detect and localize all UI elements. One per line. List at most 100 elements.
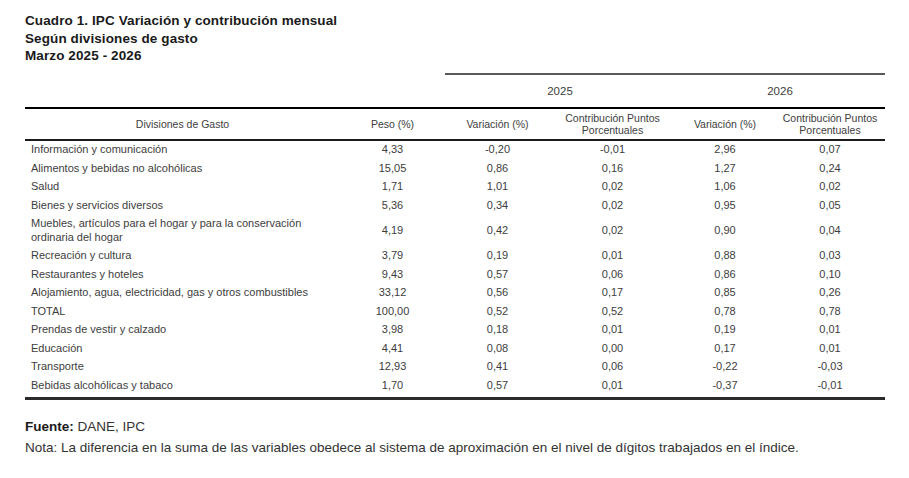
- cell-contrib_2026: 0,05: [775, 196, 885, 215]
- division-label: Restaurantes y hoteles: [25, 265, 340, 284]
- cell-peso: 1,71: [340, 178, 445, 197]
- cell-peso: 100,00: [340, 302, 445, 321]
- cell-contrib_2026: 0,02: [775, 178, 885, 197]
- col-header-division: Divisiones de Gasto: [25, 108, 340, 140]
- col-header-contribucion-2026: Contribución Puntos Porcentuales: [775, 108, 885, 140]
- col-header-contribucion-2025: Contribución Puntos Porcentuales: [550, 108, 675, 140]
- note-text: Nota: La diferencia en la suma de las va…: [25, 437, 885, 459]
- cell-contrib_2025: 0,01: [550, 247, 675, 266]
- cell-peso: 3,98: [340, 321, 445, 340]
- cell-contrib_2026: 0,10: [775, 265, 885, 284]
- cell-var_2026: 1,06: [675, 178, 775, 197]
- cell-var_2026: 0,19: [675, 321, 775, 340]
- title-line-2: Según divisiones de gasto: [25, 30, 885, 48]
- cell-contrib_2025: 0,52: [550, 302, 675, 321]
- cell-var_2026: 0,86: [675, 265, 775, 284]
- table-row: Prendas de vestir y calzado3,980,180,010…: [25, 321, 885, 340]
- cell-var_2026: 0,78: [675, 302, 775, 321]
- cell-peso: 3,79: [340, 247, 445, 266]
- table-row: Alimentos y bebidas no alcohólicas15,050…: [25, 159, 885, 178]
- table-row: Bebidas alcohólicas y tabaco1,700,570,01…: [25, 376, 885, 399]
- cell-contrib_2025: 0,01: [550, 376, 675, 399]
- cell-var_2025: 0,86: [445, 159, 550, 178]
- cell-peso: 5,36: [340, 196, 445, 215]
- division-label: TOTAL: [25, 302, 340, 321]
- table-row: Muebles, artículos para el hogar y para …: [25, 215, 885, 247]
- cell-contrib_2026: 0,07: [775, 140, 885, 160]
- division-label: Salud: [25, 178, 340, 197]
- division-label: Transporte: [25, 358, 340, 377]
- cell-contrib_2026: 0,78: [775, 302, 885, 321]
- cell-contrib_2025: 0,17: [550, 284, 675, 303]
- division-label: Información y comunicación: [25, 140, 340, 160]
- cell-contrib_2026: 0,04: [775, 215, 885, 247]
- cell-contrib_2025: 0,16: [550, 159, 675, 178]
- table-row: Recreación y cultura3,790,190,010,880,03: [25, 247, 885, 266]
- cell-var_2026: 0,90: [675, 215, 775, 247]
- cell-var_2026: 0,88: [675, 247, 775, 266]
- year-header-row: 2025 2026: [25, 74, 885, 108]
- cell-contrib_2025: -0,01: [550, 140, 675, 160]
- division-label: Alojamiento, agua, electricidad, gas y o…: [25, 284, 340, 303]
- division-label: Muebles, artículos para el hogar y para …: [25, 215, 340, 247]
- cell-var_2025: 0,42: [445, 215, 550, 247]
- cell-contrib_2026: 0,26: [775, 284, 885, 303]
- table-row: Información y comunicación4,33-0,20-0,01…: [25, 140, 885, 160]
- cell-contrib_2026: 0,24: [775, 159, 885, 178]
- cell-contrib_2025: 0,06: [550, 265, 675, 284]
- cell-var_2025: 0,08: [445, 339, 550, 358]
- cell-contrib_2025: 0,06: [550, 358, 675, 377]
- cell-var_2025: -0,20: [445, 140, 550, 160]
- cell-var_2026: 0,85: [675, 284, 775, 303]
- source-label: Fuente:: [25, 419, 74, 434]
- col-header-variacion-2026: Variación (%): [675, 108, 775, 140]
- cell-contrib_2025: 0,02: [550, 196, 675, 215]
- cell-peso: 33,12: [340, 284, 445, 303]
- cell-var_2025: 1,01: [445, 178, 550, 197]
- table-body: Información y comunicación4,33-0,20-0,01…: [25, 140, 885, 399]
- cell-peso: 9,43: [340, 265, 445, 284]
- title-line-3: Marzo 2025 - 2026: [25, 47, 885, 65]
- col-header-peso: Peso (%): [340, 108, 445, 140]
- cell-var_2025: 0,18: [445, 321, 550, 340]
- cell-var_2026: 0,17: [675, 339, 775, 358]
- cell-contrib_2025: 0,01: [550, 321, 675, 340]
- cell-var_2025: 0,52: [445, 302, 550, 321]
- division-label: Alimentos y bebidas no alcohólicas: [25, 159, 340, 178]
- cell-contrib_2026: 0,01: [775, 321, 885, 340]
- division-label: Bebidas alcohólicas y tabaco: [25, 376, 340, 399]
- table-row: Alojamiento, agua, electricidad, gas y o…: [25, 284, 885, 303]
- cell-var_2026: 1,27: [675, 159, 775, 178]
- cell-var_2025: 0,34: [445, 196, 550, 215]
- cell-peso: 4,19: [340, 215, 445, 247]
- cell-var_2026: -0,22: [675, 358, 775, 377]
- cell-peso: 15,05: [340, 159, 445, 178]
- cell-var_2026: 0,95: [675, 196, 775, 215]
- cell-contrib_2025: 0,02: [550, 215, 675, 247]
- table-row: TOTAL100,000,520,520,780,78: [25, 302, 885, 321]
- cell-contrib_2025: 0,00: [550, 339, 675, 358]
- cell-var_2025: 0,19: [445, 247, 550, 266]
- division-label: Educación: [25, 339, 340, 358]
- ipc-table: 2025 2026 Divisiones de Gasto Peso (%) V…: [25, 73, 885, 401]
- year-header-2025: 2025: [445, 74, 675, 108]
- col-header-variacion-2025: Variación (%): [445, 108, 550, 140]
- table-row: Educación4,410,080,000,170,01: [25, 339, 885, 358]
- source-line: Fuente: DANE, IPC: [25, 416, 885, 437]
- cell-contrib_2026: -0,03: [775, 358, 885, 377]
- source-value: DANE, IPC: [78, 419, 146, 434]
- cell-peso: 1,70: [340, 376, 445, 399]
- cell-contrib_2026: 0,01: [775, 339, 885, 358]
- cell-var_2026: 2,96: [675, 140, 775, 160]
- cell-var_2025: 0,41: [445, 358, 550, 377]
- table-row: Bienes y servicios diversos5,360,340,020…: [25, 196, 885, 215]
- report-footer: Fuente: DANE, IPC Nota: La diferencia en…: [25, 416, 885, 459]
- report-page: Cuadro 1. IPC Variación y contribución m…: [0, 0, 909, 459]
- cell-peso: 4,33: [340, 140, 445, 160]
- table-row: Salud1,711,010,021,060,02: [25, 178, 885, 197]
- cell-var_2025: 0,57: [445, 376, 550, 399]
- report-title: Cuadro 1. IPC Variación y contribución m…: [25, 12, 885, 65]
- cell-contrib_2026: -0,01: [775, 376, 885, 399]
- year-header-2026: 2026: [675, 74, 885, 108]
- table-row: Restaurantes y hoteles9,430,570,060,860,…: [25, 265, 885, 284]
